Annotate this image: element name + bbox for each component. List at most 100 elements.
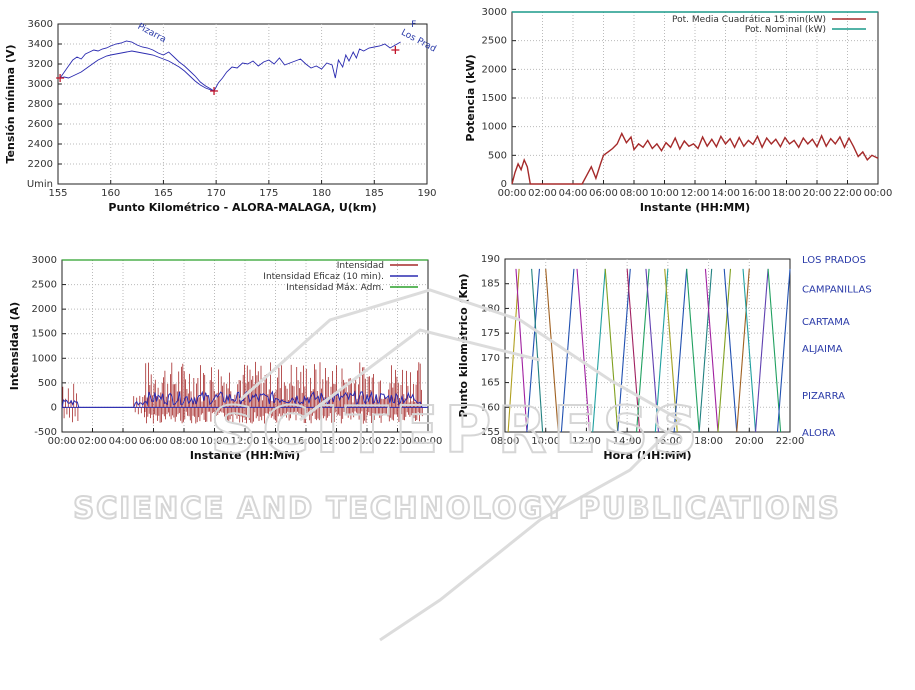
y-axis-label: Punto kilométrico (Km) [457, 273, 470, 417]
x-tick-label: 18:00 [772, 188, 801, 199]
x-tick-label: 14:00 [613, 436, 642, 447]
station-label: CARTAMA [802, 317, 850, 328]
y-tick-label: 190 [481, 254, 500, 265]
x-tick-label: 08:00 [620, 188, 649, 199]
station-label: LOS PRADOS [802, 255, 866, 266]
train-path-17 [686, 268, 700, 433]
x-tick-label: 10:00 [650, 188, 679, 199]
y-tick-label: 2000 [482, 64, 507, 75]
x-tick-label: 00:00 [498, 188, 527, 199]
power-rms-series [511, 131, 879, 185]
y-axis-label: Intensidad (A) [8, 302, 21, 390]
chart-panel-3: 00:00 02:00 04:00 06:00 08:00 10:00 12:00 14:00… [8, 255, 442, 462]
train-path-21 [723, 268, 738, 433]
y-tick-label: 175 [481, 328, 500, 339]
y-tick-label: 500 [38, 378, 57, 389]
y-tick-label: 165 [481, 378, 500, 389]
x-tick-label: 18:00 [322, 436, 351, 447]
y-tick-label: 0 [51, 402, 57, 413]
train-path-22 [736, 268, 750, 433]
y-tick-label: 3400 [28, 39, 53, 50]
x-axis-label: Hora (HH:MM) [603, 449, 691, 462]
x-tick-label: 16:00 [653, 436, 682, 447]
x-tick-label: 04:00 [559, 188, 588, 199]
x-tick-label: 08:00 [170, 436, 199, 447]
x-tick-label: 22:00 [776, 436, 805, 447]
x-tick-label: 10:00 [531, 436, 560, 447]
y-tick-label: 1500 [32, 329, 57, 340]
legend-label: Pot. Media Cuadrática 15 min(kW) [672, 15, 826, 25]
legend-label: Intensidad [337, 261, 384, 271]
y-tick-label: 3000 [482, 7, 507, 18]
train-path-18 [698, 268, 713, 433]
x-tick-label: 12:00 [231, 436, 260, 447]
y-tick-label: 155 [481, 427, 500, 438]
station-annotation: F [411, 20, 416, 30]
train-path-19 [704, 268, 719, 433]
y-tick-label: 3000 [28, 79, 53, 90]
train-path-25 [767, 268, 782, 433]
station-label: ALORA [802, 428, 835, 439]
y-tick-label: 1000 [482, 122, 507, 133]
x-tick-label: 10:00 [200, 436, 229, 447]
min-voltage-marker [391, 46, 400, 54]
chart-panel-4: 08:00 10:00 12:00 14:00 16:00 18:00 20:00 22:00… [457, 254, 872, 462]
x-axis-label: Instante (HH:MM) [190, 449, 300, 462]
y-tick-label: 2500 [482, 36, 507, 47]
min-voltage-marker [210, 87, 219, 95]
voltage-series-2 [59, 50, 215, 92]
x-axis-label: Instante (HH:MM) [640, 201, 750, 214]
legend-label: Pot. Nominal (kW) [745, 25, 826, 35]
y-tick-label: -500 [34, 427, 57, 438]
legend-label: Intensidad Eficaz (10 min). [263, 272, 384, 282]
x-tick-label: 20:00 [353, 436, 382, 447]
x-tick-label: 06:00 [139, 436, 168, 447]
x-tick-label: 14:00 [711, 188, 740, 199]
x-tick-label: 00:00 [864, 188, 893, 199]
x-tick-label: 02:00 [528, 188, 557, 199]
y-tick-label: 2400 [28, 139, 53, 150]
x-tick-label: 160 [101, 188, 120, 199]
x-tick-label: 16:00 [292, 436, 321, 447]
x-tick-label: 170 [207, 188, 226, 199]
x-tick-label: 00:00 [48, 436, 77, 447]
y-tick-label: 185 [481, 279, 500, 290]
y-axis-label: Potencia (kW) [464, 54, 477, 141]
x-tick-label: 22:00 [833, 188, 862, 199]
x-tick-label: 190 [417, 188, 436, 199]
min-voltage-marker [56, 74, 65, 82]
y-tick-label: 3200 [28, 59, 53, 70]
y-tick-label: 3600 [28, 19, 53, 30]
y-tick-label: 2800 [28, 99, 53, 110]
station-label: CAMPANILLAS [802, 285, 872, 296]
x-tick-label: 20:00 [803, 188, 832, 199]
legend-label: Intensidad Máx. Adm. [286, 283, 384, 293]
x-tick-label: 18:00 [694, 436, 723, 447]
x-tick-label: 02:00 [78, 436, 107, 447]
x-tick-label: 175 [259, 188, 278, 199]
voltage-series-1 [59, 40, 401, 92]
x-tick-label: 06:00 [589, 188, 618, 199]
x-tick-label: 155 [48, 188, 67, 199]
x-tick-label: 14:00 [261, 436, 290, 447]
y-tick-label: 500 [488, 150, 507, 161]
x-tick-label: 20:00 [735, 436, 764, 447]
x-tick-label: 180 [312, 188, 331, 199]
y-tick-label: 2600 [28, 119, 53, 130]
train-path-20 [717, 268, 732, 433]
y-axis-label: Tensión mínima (V) [4, 45, 17, 164]
train-path-26 [776, 268, 791, 433]
x-tick-label: 16:00 [742, 188, 771, 199]
x-tick-label: 22:00 [383, 436, 412, 447]
train-path-24 [755, 268, 769, 433]
y-tick-label: 2500 [32, 280, 57, 291]
station-label: PIZARRA [802, 391, 845, 402]
x-tick-label: 12:00 [572, 436, 601, 447]
plot-frame [57, 23, 428, 185]
y-tick-label: Umin [27, 179, 53, 190]
station-label: ALJAIMA [802, 344, 843, 355]
train-path-23 [742, 268, 757, 433]
y-tick-label: 3000 [32, 255, 57, 266]
x-tick-label: 165 [154, 188, 173, 199]
